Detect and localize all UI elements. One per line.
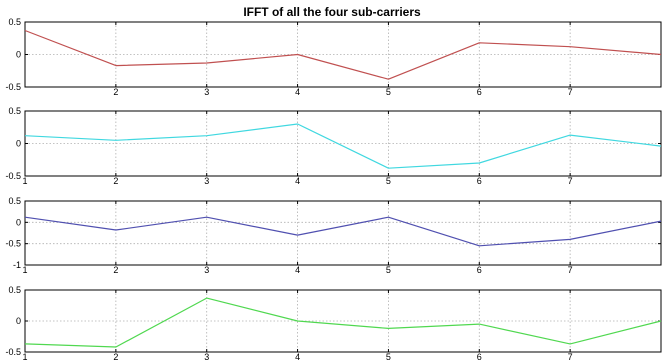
- x-tick-label: 2: [113, 176, 118, 186]
- y-tick-label: 0.5: [8, 106, 21, 116]
- y-tick-label: 0: [16, 217, 21, 227]
- y-tick-label: -0.5: [5, 347, 21, 357]
- x-tick-label: 5: [386, 176, 391, 186]
- y-tick-label: 0.5: [8, 196, 21, 206]
- series-line: [24, 29, 662, 80]
- x-tick-label: 7: [568, 176, 573, 186]
- x-tick-label: 2: [113, 352, 118, 361]
- y-tick-label: -0.5: [5, 239, 21, 249]
- subplot-2: 1 2 3 4 5 6 7 0.5 0 -0.5: [5, 106, 662, 186]
- x-tick-label: 3: [204, 87, 209, 97]
- x-tick-label: 2: [113, 87, 118, 97]
- x-tick-label: 3: [204, 265, 209, 275]
- chart-title: IFFT of all the four sub-carriers: [243, 5, 421, 19]
- y-tick-label: 0: [16, 316, 21, 326]
- y-tick-label: 0.5: [8, 285, 21, 295]
- x-tick-label: 6: [477, 176, 482, 186]
- subplot-4: 1 2 3 4 5 6 7 0.5 0 -0.5: [5, 285, 662, 361]
- series-line: [24, 123, 662, 169]
- x-tick-label: 2: [113, 265, 118, 275]
- x-tick-label: 3: [204, 176, 209, 186]
- x-tick-label: 6: [477, 87, 482, 97]
- series-line: [24, 297, 662, 348]
- x-tick-label: 4: [295, 176, 300, 186]
- x-tick-label: 4: [295, 352, 300, 361]
- subplot-3: 1 2 3 4 5 6 7 0.5 0 -0.5 -1: [5, 196, 662, 275]
- x-tick-label: 1: [22, 352, 27, 361]
- plot-area: [25, 201, 661, 265]
- y-tick-label: 0: [16, 139, 21, 149]
- x-tick-label: 4: [295, 87, 300, 97]
- y-tick-label: 0: [16, 50, 21, 60]
- x-tick-label: 7: [568, 352, 573, 361]
- y-tick-label: -1: [13, 260, 21, 270]
- y-tick-label: -0.5: [5, 82, 21, 92]
- subplot-1: 2 3 4 5 6 7 0.5 0 -0.5: [5, 17, 662, 97]
- x-tick-label: 6: [477, 265, 482, 275]
- x-tick-label: 1: [22, 176, 27, 186]
- x-tick-label: 7: [568, 265, 573, 275]
- x-tick-label: 1: [22, 265, 27, 275]
- x-tick-label: 4: [295, 265, 300, 275]
- y-tick-label: -0.5: [5, 171, 21, 181]
- x-tick-label: 7: [568, 87, 573, 97]
- series-line: [24, 216, 662, 247]
- x-tick-label: 5: [386, 87, 391, 97]
- y-tick-label: 0.5: [8, 17, 21, 27]
- axes-box: [24, 200, 662, 266]
- x-tick-label: 5: [386, 265, 391, 275]
- x-tick-label: 3: [204, 352, 209, 361]
- x-tick-label: 6: [477, 352, 482, 361]
- x-tick-label: 5: [386, 352, 391, 361]
